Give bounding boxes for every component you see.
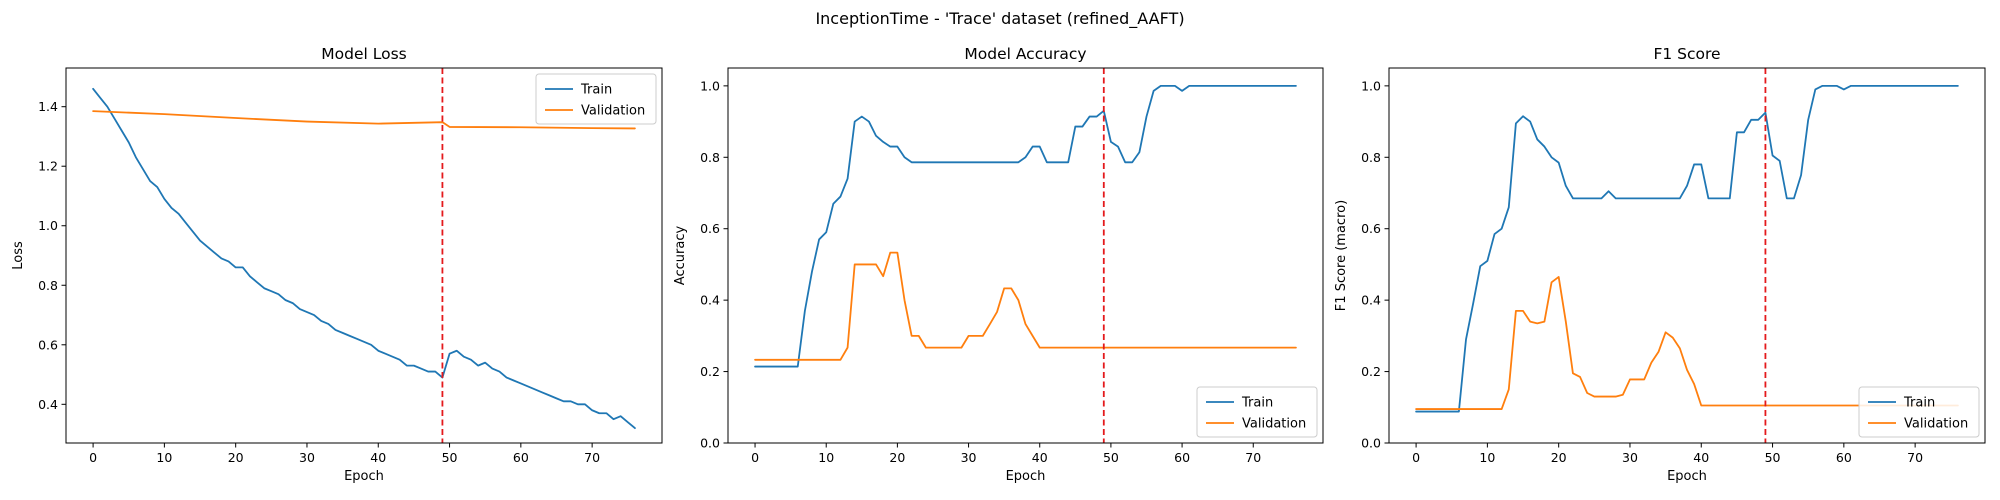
x-axis-label: Epoch bbox=[344, 469, 384, 484]
y-tick-label: 0.2 bbox=[1361, 364, 1381, 379]
y-tick-label: 0.0 bbox=[700, 436, 720, 451]
legend-label-train: Train bbox=[1241, 396, 1273, 411]
x-axis-label: Epoch bbox=[1667, 469, 1707, 484]
y-axis-label: Accuracy bbox=[673, 226, 688, 286]
x-tick-label: 40 bbox=[1032, 450, 1048, 465]
chart-title: Model Loss bbox=[321, 45, 406, 63]
legend-box bbox=[1858, 386, 1980, 438]
series-line-train bbox=[92, 87, 636, 430]
x-tick-label: 40 bbox=[1693, 450, 1709, 465]
chart-title: F1 Score bbox=[1653, 45, 1720, 63]
y-tick-label: 0.4 bbox=[700, 293, 720, 308]
x-tick-label: 10 bbox=[156, 450, 172, 465]
x-tick-label: 60 bbox=[1836, 450, 1852, 465]
series-line-validation bbox=[754, 251, 1297, 361]
series-line-train bbox=[754, 84, 1297, 368]
legend-label-validation: Validation bbox=[581, 104, 645, 119]
x-tick-label: 70 bbox=[1907, 450, 1923, 465]
y-tick-label: 0.6 bbox=[38, 337, 58, 352]
legend: Train Validation bbox=[1858, 386, 1980, 438]
x-tick-label: 0 bbox=[1412, 450, 1420, 465]
x-tick-label: 20 bbox=[889, 450, 905, 465]
x-tick-label: 50 bbox=[442, 450, 458, 465]
legend: Train Validation bbox=[1196, 386, 1318, 438]
x-tick-label: 0 bbox=[751, 450, 759, 465]
x-tick-label: 10 bbox=[1479, 450, 1495, 465]
y-tick-label: 0.8 bbox=[700, 150, 720, 165]
legend-label-train: Train bbox=[1903, 396, 1935, 411]
axes-frame bbox=[65, 67, 663, 444]
x-tick-label: 70 bbox=[1245, 450, 1261, 465]
figure-title: InceptionTime - 'Trace' dataset (refined… bbox=[815, 9, 1184, 29]
legend-label-validation: Validation bbox=[1242, 417, 1306, 432]
y-tick-label: 1.0 bbox=[700, 78, 720, 93]
x-tick-label: 20 bbox=[228, 450, 244, 465]
x-tick-label: 10 bbox=[818, 450, 834, 465]
chart-2: Model Accuracy 0 10 20 30 40 50 60 70 0.0 0.2 0.4 0.… bbox=[673, 45, 1324, 484]
y-tick-label: 1.2 bbox=[38, 159, 58, 174]
x-tick-label: 20 bbox=[1551, 450, 1567, 465]
axes-frame bbox=[1388, 67, 1986, 444]
legend-box bbox=[1196, 386, 1318, 438]
chart-title: Model Accuracy bbox=[964, 45, 1086, 63]
x-tick-label: 30 bbox=[961, 450, 977, 465]
chart-1: Model Loss 0 10 20 30 40 50 60 70 0.4 0.6 0.8 1.0 1.2… bbox=[11, 45, 663, 484]
y-tick-label: 0.4 bbox=[38, 397, 58, 412]
y-tick-label: 0.8 bbox=[38, 278, 58, 293]
x-tick-label: 60 bbox=[1174, 450, 1190, 465]
y-tick-label: 1.0 bbox=[1361, 78, 1381, 93]
y-tick-label: 0.6 bbox=[1361, 221, 1381, 236]
x-tick-label: 30 bbox=[1622, 450, 1638, 465]
x-tick-label: 40 bbox=[370, 450, 386, 465]
series-line-validation bbox=[92, 110, 636, 130]
legend: Train Validation bbox=[535, 73, 657, 125]
legend-label-validation: Validation bbox=[1904, 417, 1968, 432]
legend-box bbox=[535, 73, 657, 125]
y-tick-label: 0.6 bbox=[700, 221, 720, 236]
y-tick-label: 0.8 bbox=[1361, 150, 1381, 165]
x-tick-label: 30 bbox=[299, 450, 315, 465]
x-tick-label: 50 bbox=[1103, 450, 1119, 465]
axes-frame bbox=[727, 67, 1324, 444]
x-tick-label: 0 bbox=[89, 450, 97, 465]
x-tick-label: 60 bbox=[513, 450, 529, 465]
y-tick-label: 1.4 bbox=[38, 99, 58, 114]
y-tick-label: 0.4 bbox=[1361, 293, 1381, 308]
y-tick-label: 1.0 bbox=[38, 218, 58, 233]
y-axis-label: Loss bbox=[11, 241, 26, 270]
series-line-train bbox=[1415, 84, 1959, 413]
y-axis-label: F1 Score (macro) bbox=[1334, 200, 1349, 311]
y-tick-label: 0.2 bbox=[700, 364, 720, 379]
x-axis-label: Epoch bbox=[1006, 469, 1046, 484]
legend-label-train: Train bbox=[580, 83, 612, 98]
x-tick-label: 70 bbox=[584, 450, 600, 465]
y-tick-label: 0.0 bbox=[1361, 436, 1381, 451]
chart-3: F1 Score 0 10 20 30 40 50 60 70 0.0 0.2 0.4 0.6 0.8 1.… bbox=[1334, 45, 1986, 484]
x-tick-label: 50 bbox=[1765, 450, 1781, 465]
